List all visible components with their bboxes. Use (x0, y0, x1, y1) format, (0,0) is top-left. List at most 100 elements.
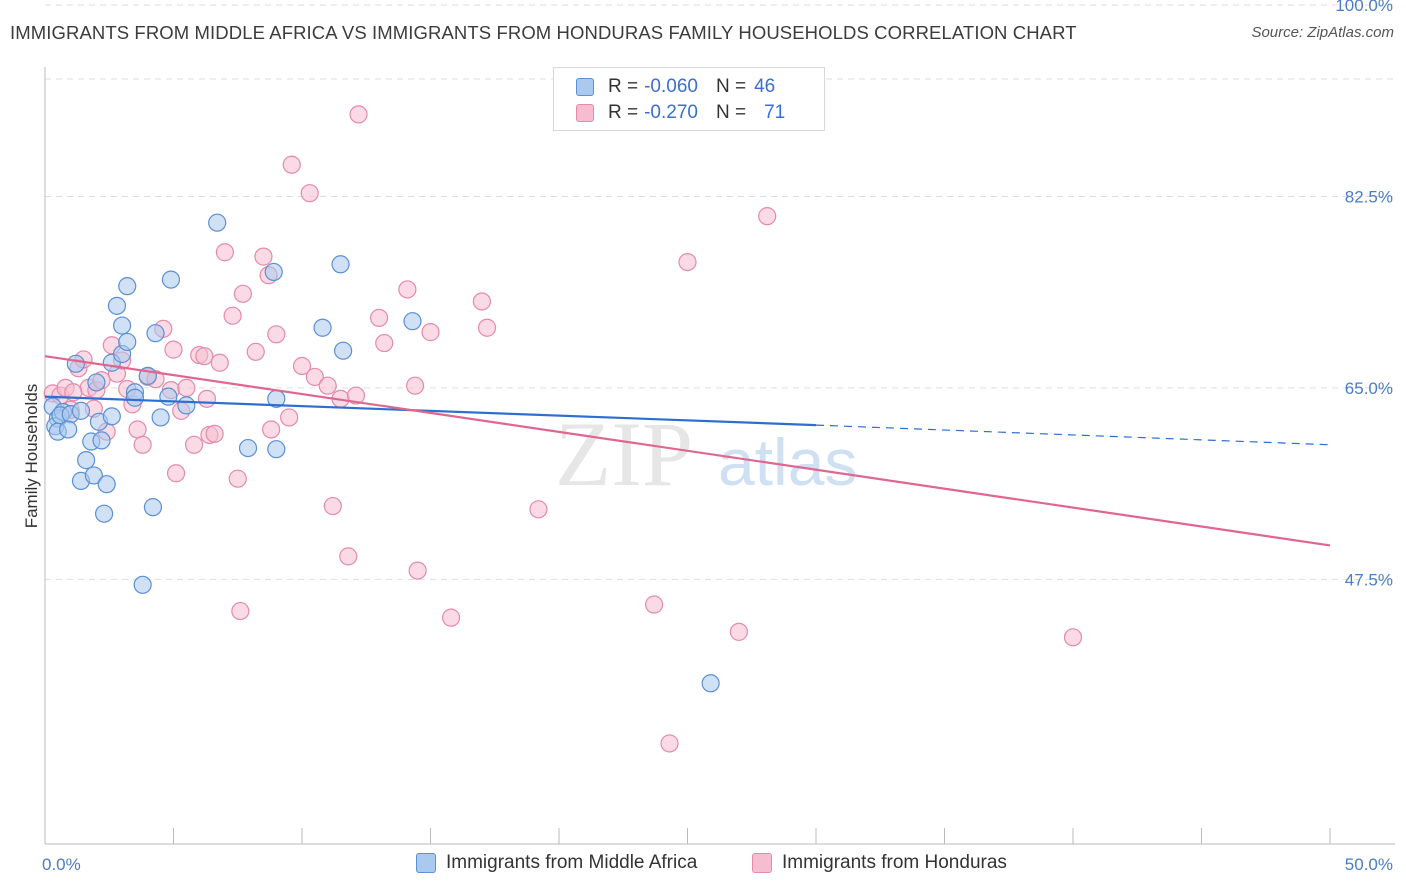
middle-africa-point (59, 420, 78, 439)
middle-africa-point (87, 373, 106, 392)
honduras-point (262, 420, 281, 439)
honduras-point (300, 184, 319, 203)
middle-africa-point (267, 440, 286, 459)
middle-africa-point (177, 396, 196, 415)
middle-africa-point (403, 312, 422, 331)
legend-item-honduras: Immigrants from Honduras (752, 852, 1007, 874)
middle-africa-point (151, 408, 170, 427)
middle-africa-point (264, 262, 283, 282)
blue-swatch (576, 78, 594, 96)
honduras-point (210, 353, 229, 372)
honduras-point (375, 333, 394, 353)
middle-africa-point (118, 277, 137, 296)
y-axis-label: Family Households (22, 384, 41, 529)
r-label: R = (608, 102, 639, 123)
axes (44, 67, 1395, 845)
middle-africa-point (102, 407, 121, 426)
honduras-point (228, 469, 247, 488)
y-tick-label: 65.0% (1345, 379, 1393, 398)
honduras-point (529, 500, 548, 519)
n-label: N = (715, 102, 747, 123)
honduras-point (133, 435, 152, 454)
blue-swatch (416, 853, 436, 873)
tick-labels: 47.5% 65.0% 82.5% 100.0% 0.0% 50.0% (42, 0, 1393, 874)
honduras-point (282, 155, 301, 174)
honduras-point (472, 292, 491, 311)
legend-row-honduras: R = -0.270 N = 71 (576, 100, 785, 126)
middle-africa-point (133, 575, 152, 594)
middle-africa-point (112, 316, 132, 335)
middle-africa-point (84, 466, 103, 485)
honduras-point (370, 308, 389, 327)
watermark-atlas: atlas (718, 425, 857, 499)
y-tick-label: 100.0% (1335, 0, 1393, 15)
middle-africa-point (71, 401, 91, 420)
middle-africa-point (118, 332, 137, 352)
middle-africa-point (334, 341, 353, 360)
middle-africa-point (146, 324, 165, 343)
honduras-point (166, 464, 186, 483)
correlation-legend: R = -0.060 N = 46 R = -0.270 N = 71 (553, 67, 825, 131)
r-label: R = (608, 76, 639, 97)
middle-africa-trendline (44, 395, 817, 427)
honduras-point (758, 207, 777, 226)
honduras-point (644, 595, 664, 614)
honduras-point (215, 243, 234, 262)
honduras-point (349, 105, 368, 124)
middle-africa-trendline-extension (815, 424, 1331, 446)
honduras-point (318, 376, 337, 395)
middle-africa-point (701, 674, 720, 693)
middle-africa-points (43, 213, 720, 693)
honduras-point (305, 367, 324, 387)
middle-africa-point (107, 296, 127, 315)
middle-africa-point (161, 270, 181, 289)
honduras-point (267, 325, 286, 344)
middle-africa-point (77, 451, 96, 470)
honduras-point (398, 280, 417, 299)
honduras-point (195, 347, 214, 366)
legend-row-middle-africa: R = -0.060 N = 46 (576, 74, 775, 100)
honduras-point (223, 306, 242, 325)
trend-lines (44, 355, 1331, 547)
honduras-point (197, 389, 217, 408)
r-value: -0.270 (644, 102, 698, 123)
honduras-point (233, 284, 252, 303)
middle-africa-point (92, 431, 111, 450)
middle-africa-point (66, 354, 85, 373)
honduras-point (678, 252, 697, 272)
r-value: -0.060 (644, 76, 698, 97)
honduras-point (339, 547, 358, 566)
middle-africa-point (208, 213, 227, 232)
honduras-point (477, 318, 497, 337)
middle-africa-point (125, 388, 145, 407)
honduras-point (205, 424, 224, 443)
legend-item-middle-africa: Immigrants from Middle Africa (416, 852, 697, 874)
x-tick-label: 50.0% (1345, 855, 1393, 874)
legend-label: Immigrants from Honduras (782, 852, 1007, 873)
honduras-point (280, 408, 299, 427)
legend-label: Immigrants from Middle Africa (446, 852, 698, 873)
honduras-point (441, 608, 461, 627)
honduras-point (292, 356, 312, 376)
chart-title: IMMIGRANTS FROM MIDDLE AFRICA VS IMMIGRA… (10, 22, 1077, 43)
honduras-point (184, 435, 204, 454)
honduras-point (323, 496, 342, 516)
y-tick-label: 47.5% (1345, 570, 1393, 589)
source-label: Source: ZipAtlas.com (1251, 24, 1394, 41)
honduras-point (128, 420, 147, 439)
honduras-point (729, 622, 749, 641)
middle-africa-point (331, 255, 350, 274)
honduras-point (346, 386, 366, 405)
honduras-point (254, 247, 273, 266)
honduras-point (660, 734, 679, 753)
x-tick-label: 0.0% (42, 855, 81, 874)
pink-swatch (576, 104, 594, 122)
honduras-point (164, 340, 183, 359)
middle-africa-point (95, 504, 114, 523)
y-tick-label: 82.5% (1345, 187, 1393, 206)
middle-africa-point (97, 475, 116, 494)
middle-africa-point (159, 387, 178, 406)
middle-africa-point (313, 318, 332, 337)
n-value: 71 (764, 102, 786, 123)
